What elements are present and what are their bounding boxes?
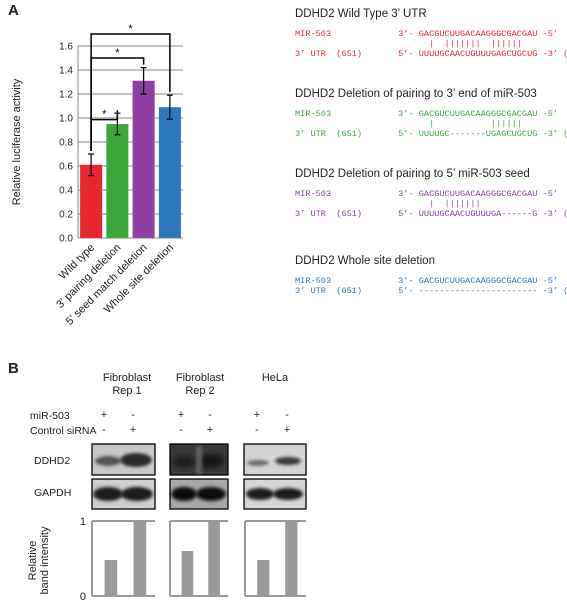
significance-star: *	[102, 109, 107, 121]
mini-bar-2	[285, 521, 298, 596]
ylabel-line: Relative	[27, 541, 39, 581]
mini-y-tick-label: 0	[80, 591, 86, 600]
bar-2	[106, 124, 129, 238]
column-title-line: Fibroblast	[175, 372, 225, 384]
y-tick-label: 0.6	[59, 162, 73, 173]
mini-y-tick-label: 1	[80, 516, 86, 528]
mark-hela-mir-lane1: +	[253, 409, 261, 421]
alignment-title: DDHD2 Whole site deletion	[295, 255, 435, 267]
panel-b-letter: B	[8, 360, 19, 377]
significance-star: *	[115, 47, 120, 59]
mark-rep1-ctrl-lane1: -	[102, 424, 106, 436]
column-title-line: HeLa	[261, 372, 289, 384]
mark-rep2-mir-lane2: -	[208, 409, 212, 421]
panel-a-letter: A	[8, 2, 19, 19]
mini-bar-2	[133, 521, 147, 596]
pairing-line: | ||||||	[295, 119, 522, 129]
mini-bar-1	[257, 560, 270, 596]
y-tick-label: 1.6	[59, 42, 73, 53]
alignment-wild-type: DDHD2 Wild Type 3’ UTR MIR-503 3’- GACGU…	[295, 8, 567, 59]
pairing-line: | |||||||	[295, 199, 481, 209]
mir-line: MIR-503 3’- GACGUCUUGACAAGGGCGACGAU -5’	[295, 276, 559, 286]
mark-rep1-ctrl-lane2: +	[129, 424, 137, 436]
significance-bracket	[90, 33, 171, 151]
blot-column-title-fibroblast-rep2: Fibroblast Rep 2	[168, 372, 232, 398]
ylabel-line: band intensity	[39, 526, 51, 594]
column-title-line: Rep 2	[185, 385, 215, 397]
luciferase-bar-chart: 0.0 0.2 0.4 0.6 0.8 1.0 1.2 1.4 1.6 Relative luci…	[11, 23, 183, 328]
bar-4	[158, 107, 181, 238]
mark-rep2-mir-lane1: +	[177, 409, 185, 421]
column-title-line: Fibroblast	[102, 372, 152, 384]
y-tick-label: 1.0	[59, 114, 73, 125]
significance-star: *	[128, 23, 133, 35]
mark-hela-ctrl-lane1: -	[255, 424, 259, 436]
mir-line: MIR-503 3’- GACGUCUUGACAAGGGCGACGAU -5’	[295, 109, 559, 119]
blot-ddhd2-rep2	[169, 443, 229, 476]
bar-1	[80, 164, 103, 238]
band-label-ddhd2: DDHD2	[34, 455, 71, 467]
alignment-title: DDHD2 Deletion of pairing to 3’ end of m…	[295, 88, 537, 100]
utr-line: 3’ UTR (651) 5’- UUUUGC-------UGAGCUGCUG…	[295, 129, 567, 139]
mark-rep1-mir-lane2: -	[131, 409, 135, 421]
blot-gapdh-rep1	[91, 478, 156, 510]
y-tick-label: 1.4	[59, 66, 73, 77]
y-tick-label: 0.4	[59, 186, 73, 197]
utr-line: 3’ UTR (651) 5’- UUUUGCAACUGUUUGAGCUGCUG…	[295, 49, 567, 59]
mark-rep1-mir-lane1: +	[100, 409, 108, 421]
column-title-line: Rep 1	[112, 385, 142, 397]
utr-line: 3’ UTR (651) 5’- UUUUGCAACUGUUUGA------G…	[295, 209, 567, 219]
mini-y-axis-label: Relativeband intensity	[27, 526, 51, 594]
alignment-3p-deletion: DDHD2 Deletion of pairing to 3’ end of m…	[295, 88, 567, 139]
alignment-title: DDHD2 Wild Type 3’ UTR	[295, 8, 427, 20]
band-label-gapdh: GAPDH	[34, 487, 72, 499]
mir-line: MIR-503 3’- GACGUCUUGACAAGGGCGACGAU -5’	[295, 189, 559, 199]
row-label-control-sirna: Control siRNA	[30, 425, 97, 437]
blot-ddhd2-hela	[243, 443, 307, 476]
mark-hela-ctrl-lane2: +	[283, 424, 291, 436]
pairing-line: | ||||||| ||||||	[295, 39, 522, 49]
blot-column-title-hela: HeLa	[244, 372, 306, 385]
mark-rep2-ctrl-lane2: +	[206, 424, 214, 436]
utr-line: 3’ UTR (651) 5’- -----------------------…	[295, 286, 567, 296]
mir-line: MIR-503 3’- GACGUCUUGACAAGGGCGACGAU -5’	[295, 29, 559, 39]
y-tick-label: 1.2	[59, 90, 73, 101]
mini-bar-1	[181, 551, 194, 596]
y-tick-label: 0.2	[59, 210, 73, 221]
alignment-5p-seed-deletion: DDHD2 Deletion of pairing to 5’ miR-503 …	[295, 168, 567, 219]
mini-bar-1	[104, 560, 118, 596]
y-tick-label: 0.0	[59, 234, 73, 245]
blot-gapdh-hela	[243, 478, 307, 510]
mark-rep2-ctrl-lane1: -	[179, 424, 183, 436]
y-tick-label: 0.8	[59, 138, 73, 149]
blot-ddhd2-rep1	[91, 443, 156, 476]
alignment-whole-site-deletion: DDHD2 Whole site deletion MIR-503 3’- GA…	[295, 255, 567, 296]
alignment-title: DDHD2 Deletion of pairing to 5’ miR-503 …	[295, 168, 530, 180]
row-label-mir503: miR-503	[30, 410, 70, 422]
bar-3	[132, 80, 155, 238]
mini-bar-2	[208, 521, 220, 596]
mark-hela-mir-lane2: -	[285, 409, 289, 421]
y-axis-label: Relative luciferase activity	[11, 78, 23, 205]
blot-column-title-fibroblast-rep1: Fibroblast Rep 1	[90, 372, 164, 398]
blot-gapdh-rep2	[169, 478, 229, 510]
